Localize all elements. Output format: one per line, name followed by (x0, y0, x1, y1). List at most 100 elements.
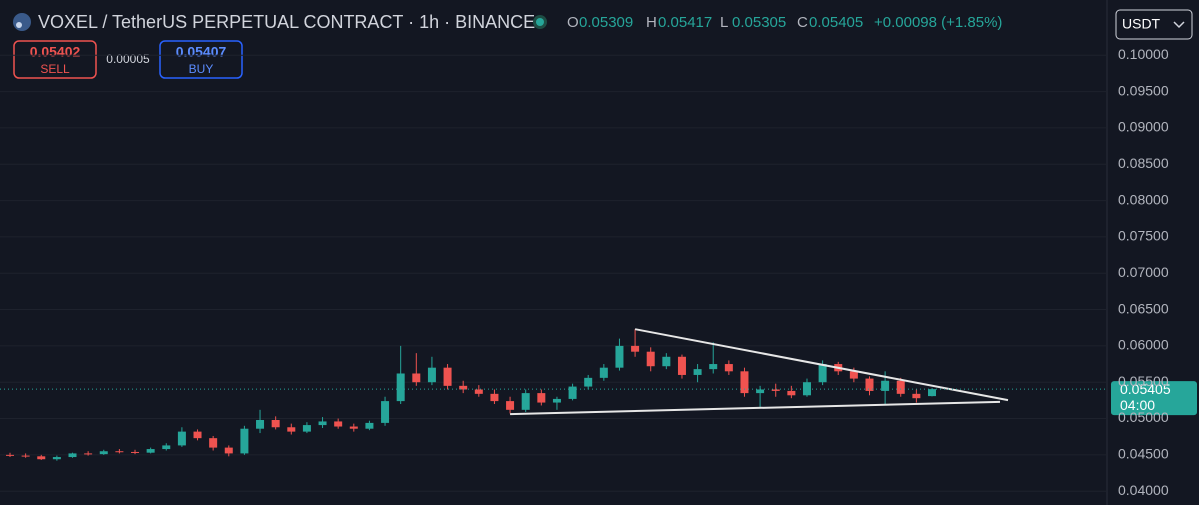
ohlc-value: 0.05305 (732, 14, 786, 31)
candle-body (568, 386, 577, 399)
candle-body (709, 364, 718, 370)
chart-title: VOXEL / TetherUS PERPETUAL CONTRACT · 1h… (38, 12, 535, 32)
candle-body (849, 371, 858, 379)
candle-body (740, 371, 749, 394)
candle-body (209, 438, 218, 448)
candle-body (427, 367, 436, 383)
symbol-icon (13, 13, 31, 31)
spread: 0.00005 (106, 52, 150, 66)
candle-body (68, 453, 77, 458)
candle-body (412, 373, 421, 383)
candle-body (865, 378, 874, 391)
candle-body (912, 393, 921, 399)
candle-body (99, 451, 108, 455)
trendline (510, 400, 1001, 416)
candle-body (646, 351, 655, 367)
candle-body (818, 364, 827, 383)
candle-body (443, 367, 452, 386)
buy-price: 0.05407 (176, 44, 227, 60)
sell-price: 0.05402 (30, 44, 81, 60)
ohlc-letter: O (567, 14, 579, 31)
y-tick-label: 0.06000 (1118, 337, 1169, 353)
y-tick-label: 0.07000 (1118, 264, 1169, 280)
candle-body (318, 421, 327, 426)
candle-body (302, 425, 311, 432)
candle-body (787, 390, 796, 396)
candle-body (490, 393, 499, 402)
y-tick-label: 0.09500 (1118, 82, 1169, 98)
candle-body (474, 389, 483, 394)
candle-body (224, 447, 233, 454)
currency: USDT (1122, 16, 1161, 32)
y-tick-label: 0.09000 (1118, 119, 1169, 135)
y-tick-label: 0.08500 (1118, 155, 1169, 171)
ohlc-letter: H (646, 14, 657, 31)
candle-body (52, 457, 61, 460)
candle-body (584, 377, 593, 387)
candle-body (334, 421, 343, 427)
buy-button[interactable] (159, 40, 243, 79)
countdown: 04:00 (1120, 397, 1155, 413)
last-price: 0.05405 (1120, 381, 1171, 397)
candle-body (662, 356, 671, 367)
currency-select[interactable] (1115, 9, 1193, 40)
candle-body (896, 380, 905, 394)
symbol-icon-dot (16, 22, 22, 28)
candle-body (802, 382, 811, 396)
candle-body (396, 373, 405, 402)
candle-body (37, 456, 46, 460)
candle-body (21, 455, 30, 457)
trendline (634, 328, 1009, 402)
y-tick-label: 0.04000 (1118, 482, 1169, 498)
sell-label: SELL (40, 62, 70, 76)
candle-body (631, 345, 640, 352)
ohlc-value: 0.05417 (658, 14, 712, 31)
candle-body (615, 345, 624, 368)
dropdown-chevron (1173, 21, 1185, 29)
status-dot (536, 18, 544, 26)
y-tick-label: 0.10000 (1118, 46, 1169, 62)
ohlc-letter: C (797, 14, 808, 31)
change: +0.00098 (+1.85%) (874, 14, 1002, 31)
candle-body (271, 419, 280, 428)
candle-body (928, 389, 936, 397)
y-tick-label: 0.08000 (1118, 191, 1169, 207)
candle-body (177, 431, 186, 446)
candle-body (381, 401, 390, 423)
candle-body (756, 389, 765, 394)
candle-body (881, 380, 890, 391)
candle-body (256, 419, 265, 429)
candle-body (677, 356, 686, 375)
candle-body (193, 431, 202, 439)
candle-body (131, 451, 140, 453)
ohlc-value: 0.05309 (579, 14, 633, 31)
candle-body (115, 451, 124, 453)
candle-body (162, 445, 171, 450)
candle-body (552, 398, 561, 403)
candle-body (6, 454, 14, 456)
y-tick-label: 0.04500 (1118, 446, 1169, 462)
y-tick-label: 0.07500 (1118, 228, 1169, 244)
candle-body (599, 367, 608, 378)
candle-body (693, 369, 702, 375)
sell-button[interactable] (13, 40, 97, 79)
last-price-tag (1111, 381, 1197, 416)
candle-body (146, 449, 155, 453)
candle-body (459, 385, 468, 390)
ohlc-letter: L (720, 14, 728, 31)
candle-body (537, 393, 546, 403)
candle-body (287, 427, 296, 432)
candle-body (506, 401, 515, 410)
candle-body (771, 389, 780, 391)
ohlc-value: 0.05405 (809, 14, 863, 31)
candle-body (349, 426, 358, 429)
candle-body (521, 393, 530, 410)
candle-body (240, 428, 249, 454)
y-tick-label: 0.05500 (1118, 373, 1169, 389)
buy-label: BUY (189, 62, 214, 76)
y-tick-label: 0.06500 (1118, 300, 1169, 316)
candle-body (365, 422, 374, 429)
y-tick-label: 0.05000 (1118, 409, 1169, 425)
